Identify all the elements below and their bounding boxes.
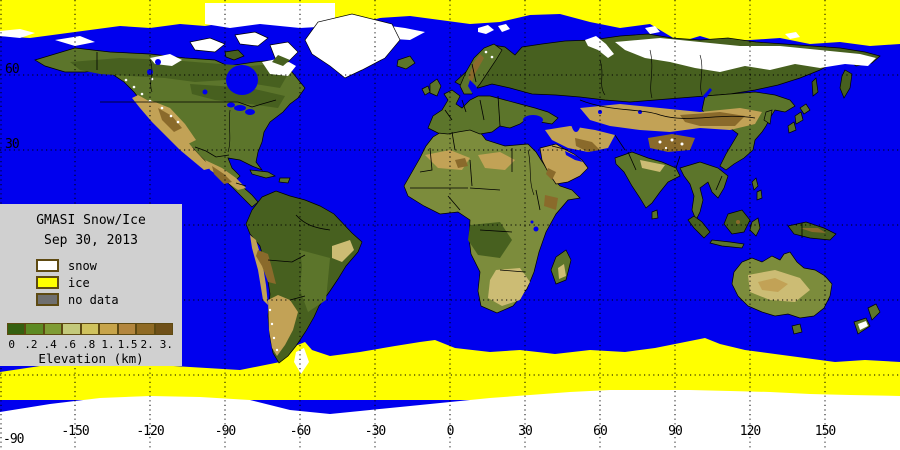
ice-swatch bbox=[36, 276, 59, 289]
madagascar bbox=[550, 249, 572, 285]
colorbar-cell bbox=[136, 323, 155, 335]
country-borders bbox=[96, 52, 803, 301]
colorbar-cell bbox=[62, 323, 81, 335]
colorbar-cell bbox=[99, 323, 118, 335]
elevation-colorbar bbox=[7, 323, 173, 335]
continent-africa bbox=[403, 126, 581, 314]
continent-australia-oceania bbox=[731, 251, 881, 335]
colorbar-tick: 1.5 bbox=[117, 338, 138, 351]
continent-north-america bbox=[34, 47, 306, 208]
lon-label: 90 bbox=[668, 424, 683, 439]
lon-label: 120 bbox=[739, 424, 762, 439]
lakes bbox=[147, 59, 712, 132]
legend-item-ice: ice bbox=[0, 274, 182, 291]
lon-label: -60 bbox=[289, 424, 312, 439]
colorbar-cell bbox=[80, 323, 100, 335]
siberia-snow-band bbox=[478, 24, 876, 72]
lon-label: 150 bbox=[814, 424, 837, 439]
legend-item-nodata: no data bbox=[0, 291, 182, 308]
colorbar-tick: .8 bbox=[82, 338, 96, 351]
lat-label-minus90: -90 bbox=[3, 432, 25, 447]
colorbar-cell bbox=[7, 323, 26, 335]
nodata-swatch bbox=[36, 293, 59, 306]
colorbar-axis-label: Elevation (km) bbox=[38, 351, 144, 366]
colorbar-tick: 0 bbox=[8, 338, 15, 351]
canadian-arctic-islands bbox=[189, 31, 299, 66]
greenland bbox=[304, 13, 401, 79]
colorbar-tick: 3. bbox=[159, 338, 173, 351]
lat-label-30: 30 bbox=[5, 137, 20, 152]
legend-panel: GMASI Snow/Ice Sep 30, 2013 snow ice no … bbox=[0, 204, 182, 366]
colorbar-cell bbox=[25, 323, 44, 335]
legend-item-label: snow bbox=[68, 258, 97, 273]
legend-items: snow ice no data bbox=[0, 257, 182, 308]
snow-swatch bbox=[36, 259, 59, 272]
legend-item-label: ice bbox=[68, 275, 90, 290]
colorbar-cell bbox=[43, 323, 63, 335]
islands bbox=[249, 103, 837, 249]
colorbar-ticks: 0 .2 .4 .6 .8 1. 1.5 2. 3. bbox=[2, 338, 176, 351]
lon-label: 0 bbox=[446, 424, 455, 439]
legend-item-snow: snow bbox=[0, 257, 182, 274]
colorbar-tick: .4 bbox=[43, 338, 57, 351]
lon-label: -90 bbox=[214, 424, 237, 439]
lon-label: -30 bbox=[364, 424, 387, 439]
legend-item-label: no data bbox=[68, 292, 119, 307]
colorbar-cell bbox=[154, 323, 173, 335]
colorbar-tick: .2 bbox=[24, 338, 38, 351]
lon-label: 30 bbox=[518, 424, 533, 439]
colorbar-tick: 1. bbox=[101, 338, 115, 351]
continent-south-america bbox=[245, 190, 363, 364]
rivers bbox=[149, 49, 703, 196]
legend-date: Sep 30, 2013 bbox=[44, 233, 138, 248]
colorbar-cell bbox=[117, 323, 137, 335]
lat-label-60: 60 bbox=[5, 62, 20, 77]
colorbar-tick: .6 bbox=[62, 338, 77, 351]
lon-label: 60 bbox=[593, 424, 608, 439]
colorbar-tick: 2. bbox=[140, 338, 154, 351]
lon-label: -150 bbox=[61, 424, 89, 439]
legend-title: GMASI Snow/Ice bbox=[36, 213, 146, 228]
lon-label: -120 bbox=[136, 424, 164, 439]
